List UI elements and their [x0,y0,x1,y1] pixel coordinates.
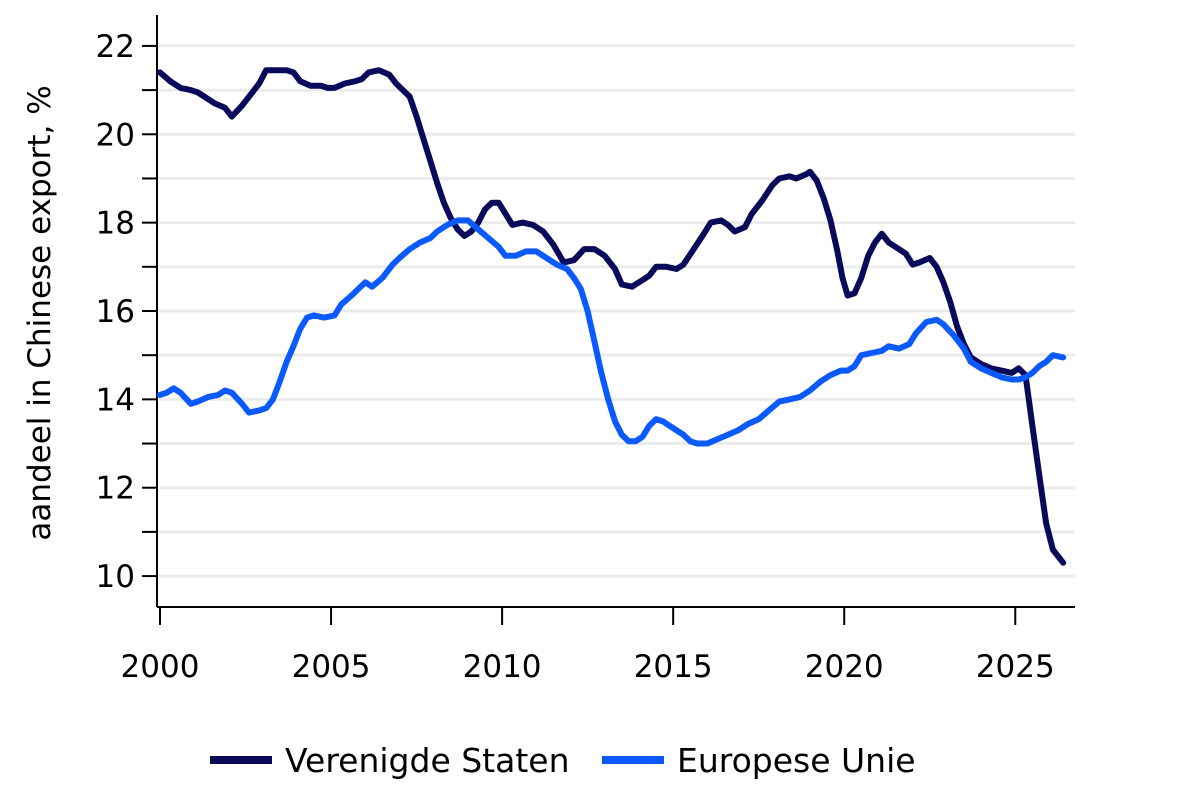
y-tick-label: 22 [96,29,135,65]
x-tick-label: 2020 [805,649,884,685]
y-axis-ticks: 10 12 14 16 18 20 22 [96,29,157,595]
legend-label-1: Europese Unie [677,741,916,780]
legend-label-0: Verenigde Staten [285,741,570,780]
y-tick-label: 18 [96,206,135,242]
series-line-0 [157,67,1067,566]
x-tick-label: 2025 [976,649,1055,685]
y-tick-label: 16 [96,294,135,330]
x-tick-label: 2000 [121,649,200,685]
x-tick-label: 2015 [634,649,713,685]
legend: Verenigde Staten Europese Unie [210,741,916,780]
y-axis-title: aandeel in Chinese export, % [22,85,58,540]
y-tick-label: 14 [96,382,135,418]
y-tick-label: 10 [96,559,135,595]
x-axis-ticks: 2000 2005 2010 2015 2020 2025 [121,607,1055,685]
y-tick-label: 20 [96,117,135,153]
x-tick-label: 2005 [292,649,371,685]
x-tick-label: 2010 [463,649,542,685]
y-tick-label: 12 [96,471,135,507]
gridlines [159,44,1075,578]
series-line-1 [157,217,1067,447]
series-lines [157,67,1067,566]
